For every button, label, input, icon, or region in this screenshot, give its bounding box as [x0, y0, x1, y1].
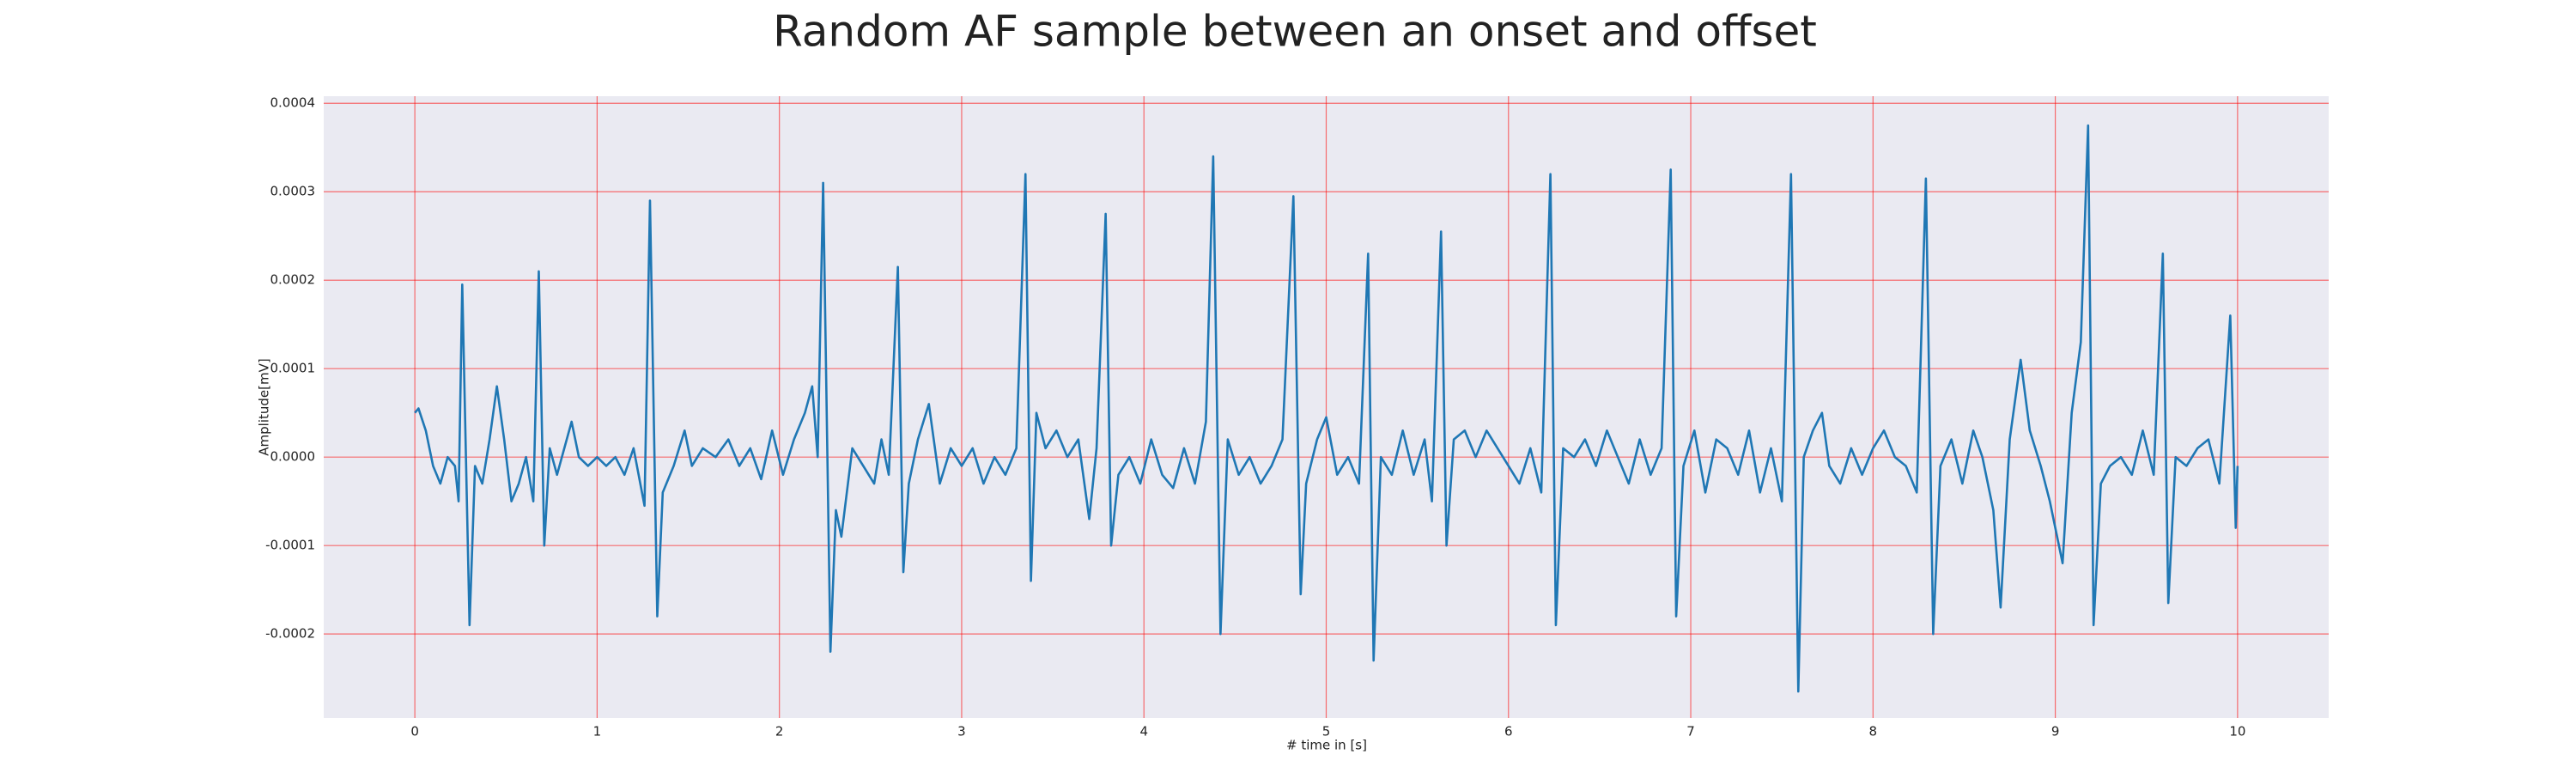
x-axis-label: # time in [s] — [1286, 738, 1367, 753]
chart-title: Random AF sample between an onset and of… — [773, 7, 1817, 57]
x-tick-label: 2 — [775, 724, 784, 740]
y-tick-label: -0.0001 — [265, 538, 315, 553]
x-tick-label: 7 — [1686, 724, 1695, 740]
x-tick-label: 9 — [2051, 724, 2060, 740]
y-tick-label: 0.0004 — [270, 95, 316, 111]
x-tick-label: 8 — [1869, 724, 1878, 740]
x-tick-label: 0 — [410, 724, 419, 740]
x-tick-label: 5 — [1322, 724, 1331, 740]
y-tick-label: 0.0003 — [270, 184, 316, 199]
y-axis-label: Amplitude[mV] — [257, 358, 272, 455]
y-tick-label: 0.0001 — [270, 361, 316, 376]
x-tick-label: 6 — [1504, 724, 1513, 740]
y-tick-label: 0.0002 — [270, 272, 316, 288]
y-tick-label: 0.0000 — [270, 449, 316, 465]
y-tick-label: -0.0002 — [265, 626, 315, 642]
x-tick-label: 1 — [593, 724, 602, 740]
x-tick-label: 4 — [1139, 724, 1148, 740]
signal-line — [414, 124, 2239, 693]
x-tick-label: 10 — [2229, 724, 2245, 740]
x-tick-label: 3 — [957, 724, 966, 740]
